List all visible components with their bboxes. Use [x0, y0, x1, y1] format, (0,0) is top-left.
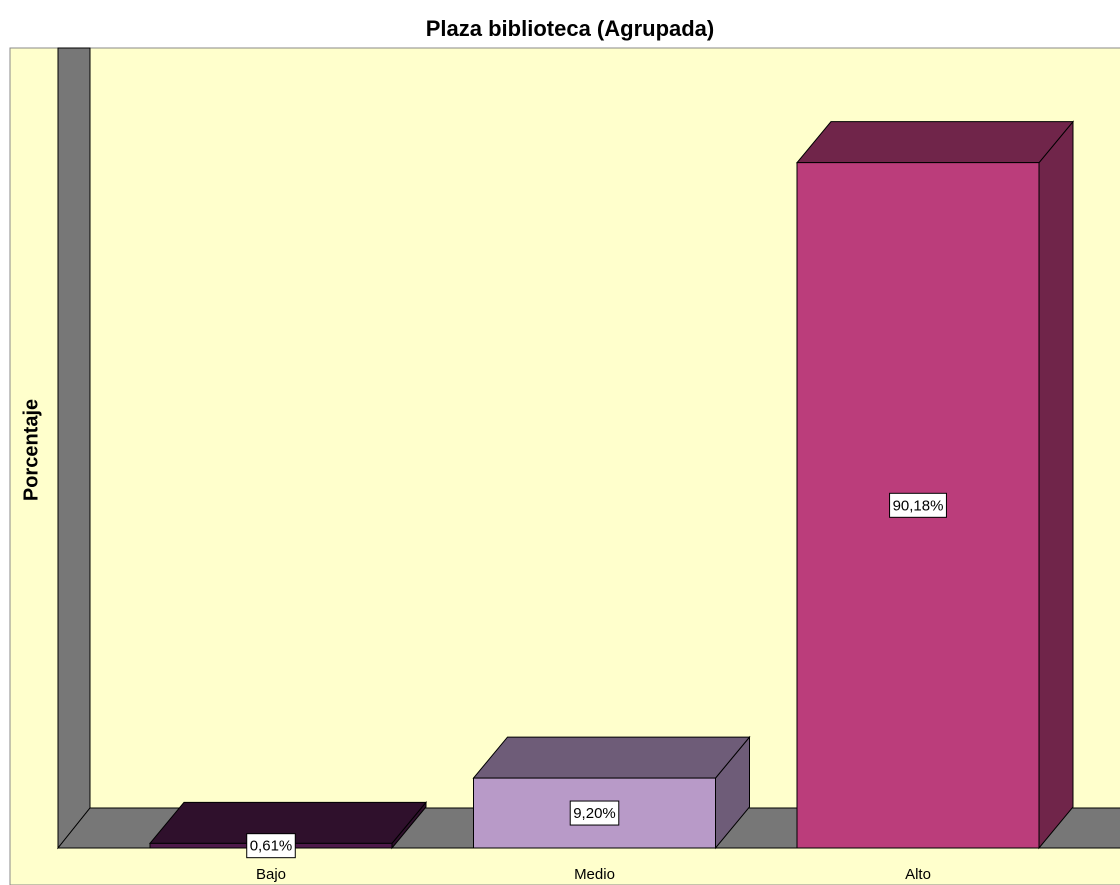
bar-top [795, 121, 1075, 164]
bar-side [1038, 120, 1074, 850]
back-wall [57, 47, 91, 850]
value-label-box [246, 833, 296, 859]
y-axis-label: Porcentaje [20, 399, 42, 501]
chart-title: Plaza biblioteca (Agrupada) [426, 16, 715, 41]
value-label: 0,61% [250, 838, 293, 855]
x-tick-label: Bajo [256, 866, 286, 883]
value-label-box [569, 800, 620, 826]
x-tick-label: Medio [574, 866, 615, 883]
value-label: 90,18% [893, 497, 944, 514]
value-label-box [889, 492, 947, 518]
bar-top [472, 736, 751, 779]
x-tick-label: Alto [905, 866, 931, 883]
value-label: 9,20% [573, 805, 616, 822]
